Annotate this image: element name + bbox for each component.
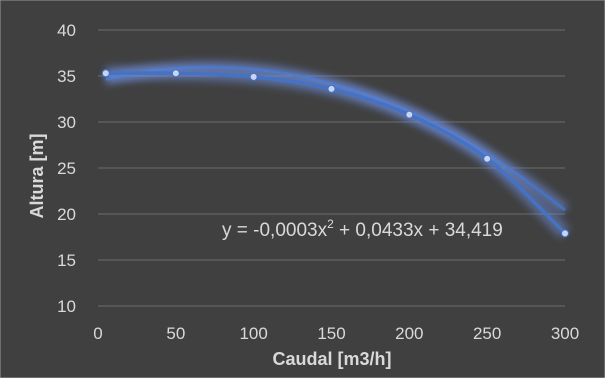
- data-point: [171, 69, 180, 78]
- y-tick-label: 30: [57, 113, 76, 132]
- y-tick-label: 35: [57, 67, 76, 86]
- x-tick-label: 250: [473, 324, 501, 343]
- data-point: [101, 69, 110, 78]
- x-axis-ticks: 0 50 100 150 200 250 300: [93, 324, 579, 343]
- y-tick-label: 20: [57, 205, 76, 224]
- y-tick-label: 15: [57, 251, 76, 270]
- y-axis-ticks: 10 15 20 25 30 35 40: [57, 21, 76, 316]
- data-point: [249, 72, 258, 81]
- x-axis-label: Caudal [m3/h]: [272, 349, 391, 369]
- trendline-equation: y = -0,0003x2 + 0,0433x + 34,419: [222, 217, 503, 241]
- data-point: [483, 154, 492, 163]
- x-tick-label: 0: [93, 324, 102, 343]
- x-tick-label: 300: [551, 324, 579, 343]
- x-tick-label: 150: [317, 324, 345, 343]
- series-layer: [101, 61, 570, 239]
- x-tick-label: 100: [239, 324, 267, 343]
- y-tick-label: 25: [57, 159, 76, 178]
- x-tick-label: 200: [395, 324, 423, 343]
- data-point: [405, 110, 414, 119]
- y-tick-label: 10: [57, 297, 76, 316]
- y-axis-label: Altura [m]: [27, 134, 47, 219]
- y-tick-label: 40: [57, 21, 76, 40]
- data-point: [561, 229, 569, 238]
- x-tick-label: 50: [166, 324, 185, 343]
- data-point: [327, 84, 336, 93]
